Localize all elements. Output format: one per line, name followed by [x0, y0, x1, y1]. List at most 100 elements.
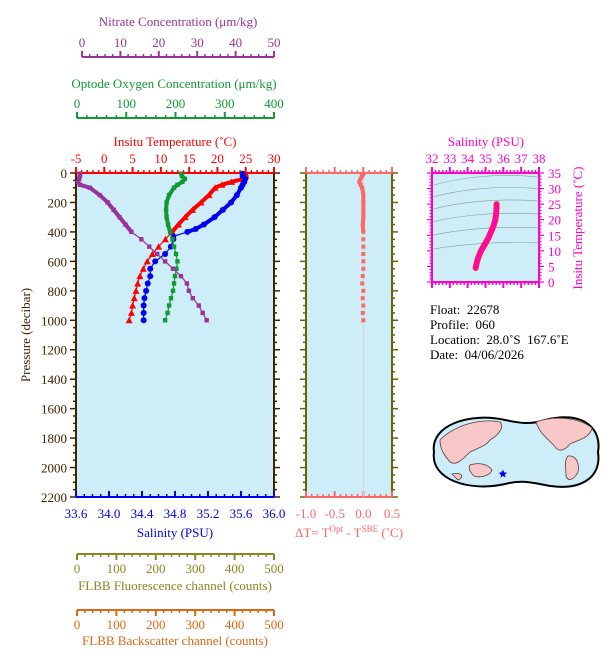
- oxygen-axis: Optode Oxygen Concentration (μm/kg) 0 100 2…: [71, 76, 284, 119]
- ts-y-tick-label: 35: [548, 166, 561, 181]
- tick-label: 300: [185, 617, 205, 632]
- pressure-tick-label: 1600: [41, 402, 67, 417]
- data-marker: [174, 266, 179, 271]
- data-marker: [360, 222, 365, 227]
- series-optode-oxygen: [162, 171, 188, 323]
- plot-background: [76, 173, 274, 497]
- data-marker: [361, 200, 366, 205]
- data-marker: [161, 235, 169, 243]
- data-marker: [360, 185, 365, 190]
- data-marker: [170, 288, 176, 294]
- data-marker: [200, 221, 207, 228]
- data-marker: [238, 184, 244, 191]
- tick-label: 0: [74, 617, 81, 632]
- data-marker: [361, 259, 366, 264]
- data-marker: [129, 302, 137, 309]
- data-marker: [361, 266, 366, 271]
- data-marker: [178, 273, 184, 279]
- ts-y-tick-label: 5: [548, 259, 555, 274]
- float-id: Float: 22678: [430, 302, 500, 317]
- pressure-tick-label: 1800: [41, 431, 67, 446]
- data-marker: [162, 318, 168, 323]
- data-marker: [165, 310, 170, 316]
- data-marker: [111, 207, 116, 213]
- tick-label: 35.2: [197, 506, 220, 521]
- data-marker: [143, 257, 151, 265]
- data-marker: [184, 228, 191, 235]
- tick-label: 0: [79, 35, 86, 50]
- data-marker: [360, 310, 365, 315]
- tick-label: 5: [129, 151, 136, 166]
- data-marker: [174, 221, 182, 228]
- main-profile-plot: 0200400600800100012001400160018002000220…: [18, 134, 285, 540]
- data-marker: [167, 229, 173, 235]
- data-marker: [233, 192, 240, 199]
- series-nitrate: [75, 171, 209, 323]
- data-marker: [360, 296, 365, 301]
- plot-background: [306, 173, 392, 497]
- pressure-tick-label: 1400: [41, 372, 67, 387]
- data-marker: [164, 214, 169, 220]
- data-marker: [175, 259, 180, 264]
- data-marker: [143, 287, 150, 294]
- pressure-axis-title: Pressure (decibar): [18, 288, 33, 382]
- ts-y-tick-label: 20: [548, 213, 561, 228]
- tick-label: 500: [264, 617, 284, 632]
- data-marker: [136, 272, 144, 280]
- data-marker: [179, 171, 184, 176]
- series-insitu-temperature: [125, 170, 250, 324]
- data-marker: [147, 265, 154, 272]
- data-marker: [182, 176, 188, 182]
- tick-label: 20: [211, 151, 224, 166]
- data-marker: [141, 295, 148, 302]
- data-marker: [211, 214, 218, 221]
- data-marker: [186, 288, 192, 294]
- data-marker: [168, 295, 174, 301]
- world-map: [432, 416, 600, 488]
- data-marker: [361, 318, 366, 323]
- data-marker: [172, 273, 178, 279]
- ts-curve: [473, 202, 499, 270]
- data-marker: [130, 294, 138, 302]
- tick-label: 0.0: [355, 506, 371, 521]
- data-marker: [180, 179, 185, 185]
- data-marker: [358, 182, 363, 187]
- data-marker: [75, 179, 81, 185]
- tick-label: -5: [71, 151, 82, 166]
- tick-label: 30: [268, 151, 281, 166]
- data-marker: [357, 179, 362, 184]
- oxygen-axis-title: Optode Oxygen Concentration (μm/kg): [71, 76, 276, 91]
- data-marker: [360, 281, 365, 286]
- data-marker: [171, 185, 177, 190]
- tick-label: 37: [515, 151, 529, 166]
- data-marker: [144, 280, 151, 287]
- pressure-tick-label: 0: [61, 166, 68, 181]
- tick-label: 33: [443, 151, 456, 166]
- data-marker: [134, 279, 142, 287]
- tick-label: 34.8: [164, 506, 187, 521]
- pressure-tick-label: 2000: [41, 461, 67, 476]
- data-marker: [228, 178, 236, 185]
- data-marker: [77, 173, 83, 179]
- profile-number: Profile: 060: [430, 317, 495, 332]
- tick-label: 0: [101, 151, 108, 166]
- tick-label: 15: [183, 151, 196, 166]
- data-marker: [77, 171, 83, 176]
- ts-y-tick-label: 15: [548, 228, 561, 243]
- data-marker: [361, 252, 366, 256]
- ts-y-tick-label: 0: [548, 275, 555, 290]
- data-marker: [211, 184, 219, 191]
- data-marker: [117, 214, 122, 220]
- data-marker: [123, 222, 128, 227]
- ts-diagram-plot: Salinity (PSU) 32 33 34 35 36 37 38 051015202530…: [426, 134, 586, 290]
- tick-label: 500: [264, 561, 284, 576]
- tick-label: 300: [185, 561, 205, 576]
- pressure-tick-label: 600: [48, 254, 68, 269]
- pressure-tick-label: 1200: [41, 343, 67, 358]
- map-landmass: [439, 420, 502, 464]
- tick-label: 0: [74, 96, 81, 111]
- data-marker: [170, 266, 176, 271]
- data-marker: [361, 171, 366, 176]
